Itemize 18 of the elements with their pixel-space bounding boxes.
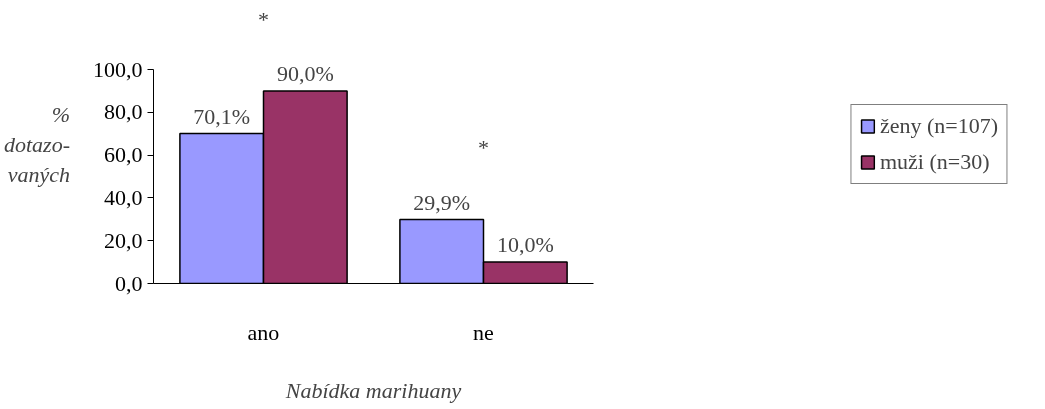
y-tick-label: 80,0 <box>104 99 143 125</box>
x-axis-title: Nabídka marihuany <box>284 377 462 403</box>
data-label: 10,0% <box>496 232 554 258</box>
y-tick-label: 100,0 <box>93 56 143 82</box>
data-label: 90,0% <box>276 61 334 87</box>
x-tick-label: ne <box>473 319 494 345</box>
data-label: 70,1% <box>193 103 251 129</box>
y-tick-label: 20,0 <box>104 227 143 253</box>
data-label: 29,9% <box>413 189 471 215</box>
annotation: * <box>478 135 489 161</box>
y-axis-title: % dotazo- vaných <box>4 102 70 187</box>
y-tick-label: 40,0 <box>104 184 143 210</box>
x-tick-label: ano <box>247 319 280 345</box>
legend-label: muži (n=30) <box>879 149 990 175</box>
y-tick-label: 60,0 <box>104 142 143 168</box>
text: * <box>258 6 269 32</box>
y-tick-label: 0,0 <box>115 270 143 296</box>
legend-label: ženy (n=107) <box>879 113 999 139</box>
